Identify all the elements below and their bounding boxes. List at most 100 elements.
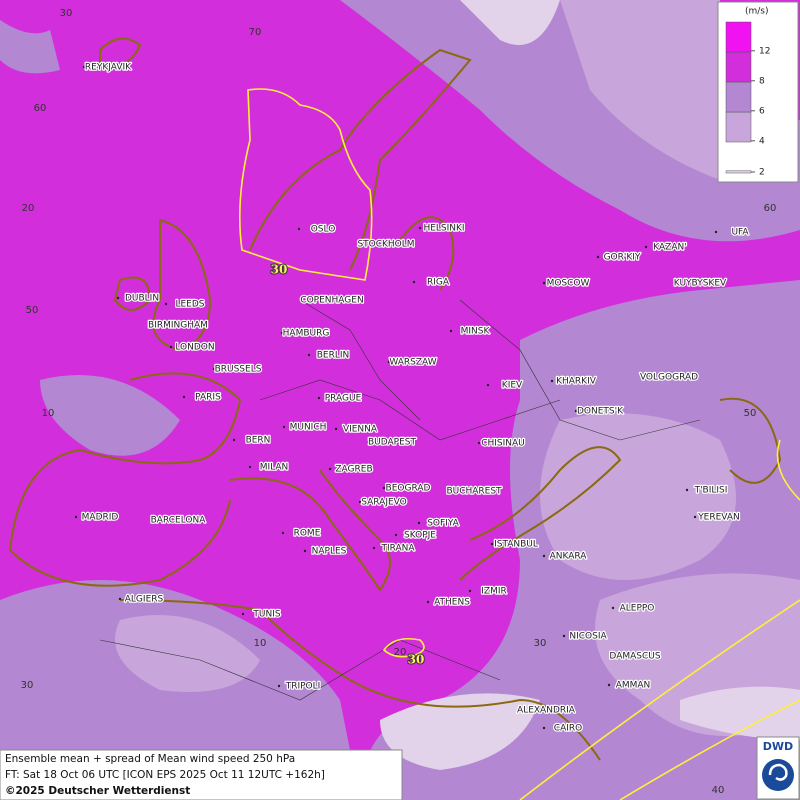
legend-swatch [725, 111, 752, 143]
city-label: CHISINAU [481, 439, 525, 449]
city-dot [609, 654, 613, 658]
city-dot [596, 255, 600, 259]
city-label: YEREVAN [697, 513, 740, 523]
coastlines [8, 37, 782, 761]
city-dot [550, 379, 554, 383]
logo-text: DWD [763, 740, 793, 753]
city-label: ALGIERS [125, 595, 164, 605]
city-dot [449, 329, 453, 333]
city-dot [280, 331, 284, 335]
city-label: BIRMINGHAM [148, 321, 208, 331]
city-label: MOSCOW [547, 279, 590, 289]
contour-label: 30 [271, 263, 288, 277]
city-label: DUBLIN [125, 294, 159, 304]
city-dot [542, 554, 546, 558]
city-dot [248, 465, 252, 469]
city-label: KIEV [502, 381, 523, 391]
grid-label: 20 [394, 647, 407, 658]
city-dot [644, 245, 648, 249]
city-dot [360, 242, 364, 246]
city-dot [607, 683, 611, 687]
city-dot [182, 395, 186, 399]
city-dot [74, 515, 78, 519]
logo: DWD [756, 736, 800, 800]
city-dot [542, 726, 546, 730]
contour-lines [239, 88, 800, 800]
city-dot [412, 280, 416, 284]
legend-unit: (m/s) [745, 7, 769, 17]
city-dot [366, 440, 370, 444]
city-dot [685, 488, 689, 492]
city-dot [426, 600, 430, 604]
info-box: Ensemble mean + spread of Mean wind spee… [0, 749, 403, 800]
grid-label: 30 [21, 680, 34, 691]
city-dot [281, 531, 285, 535]
city-label: BERN [246, 436, 271, 446]
city-label: SKOPJE [404, 531, 436, 541]
grid-label: 10 [42, 408, 55, 419]
city-dot [387, 360, 391, 364]
grid-label: 70 [249, 27, 262, 38]
city-label: ANKARA [550, 552, 588, 562]
city-label: ISTANBUL [494, 540, 538, 550]
grid-label: 60 [764, 203, 777, 214]
city-dot [372, 546, 376, 550]
city-dot [674, 281, 678, 285]
city-dot [542, 281, 546, 285]
city-dot [241, 612, 245, 616]
city-label: NICOSIA [569, 632, 607, 642]
city-label: DONETS'K [577, 407, 624, 417]
city-dot [164, 302, 168, 306]
city-dot [297, 227, 301, 231]
city-label: AMMAN [616, 681, 651, 691]
city-label: VIENNA [343, 425, 378, 435]
city-label: ZAGREB [335, 465, 372, 475]
city-dot [152, 323, 156, 327]
city-label: HELSINKI [423, 224, 464, 234]
city-label: PARIS [195, 393, 221, 403]
city-label: CAIRO [554, 724, 582, 734]
city-dot [574, 409, 578, 413]
city-label: MINSK [461, 327, 491, 337]
city-dot [490, 542, 494, 546]
city-dot [306, 298, 310, 302]
city-dot [328, 467, 332, 471]
city-dot [448, 489, 452, 493]
grid-label: 50 [744, 408, 757, 419]
city-label: TRIPOLI [285, 682, 321, 692]
city-label: HAMBURG [283, 329, 330, 339]
city-label: MADRID [82, 513, 119, 523]
borders [99, 299, 701, 701]
city-label: T'BILISI [694, 486, 728, 496]
city-dot [562, 634, 566, 638]
city-dot [169, 345, 173, 349]
legend-swatch [725, 51, 752, 83]
city-label: ALEXANDRIA [517, 706, 576, 716]
legend-label: 4 [759, 136, 765, 146]
city-label: BEOGRAD [386, 484, 431, 494]
city-dot [468, 589, 472, 593]
city-label: TUNIS [252, 610, 280, 620]
city-label: TIRANA [380, 544, 415, 554]
legend-label: 6 [759, 106, 765, 116]
legend-swatch [725, 81, 752, 113]
grid-label: 10 [254, 638, 267, 649]
city-dot [643, 375, 647, 379]
city-dot [693, 515, 697, 519]
city-dot [486, 383, 490, 387]
city-label: BUDAPEST [368, 438, 417, 448]
city-label: BUCHAREST [446, 487, 502, 497]
city-dot [212, 367, 216, 371]
city-label: KAZAN' [653, 243, 686, 253]
grid-label: 30 [60, 8, 73, 19]
city-dot [307, 353, 311, 357]
city-dot [232, 438, 236, 442]
city-label: STOCKHOLM [357, 240, 414, 250]
grid-label: 60 [34, 103, 47, 114]
city-dot [277, 684, 281, 688]
city-dot [317, 396, 321, 400]
city-dot [303, 549, 307, 553]
legend-swatch [725, 21, 752, 53]
city-label: LONDON [175, 343, 214, 353]
